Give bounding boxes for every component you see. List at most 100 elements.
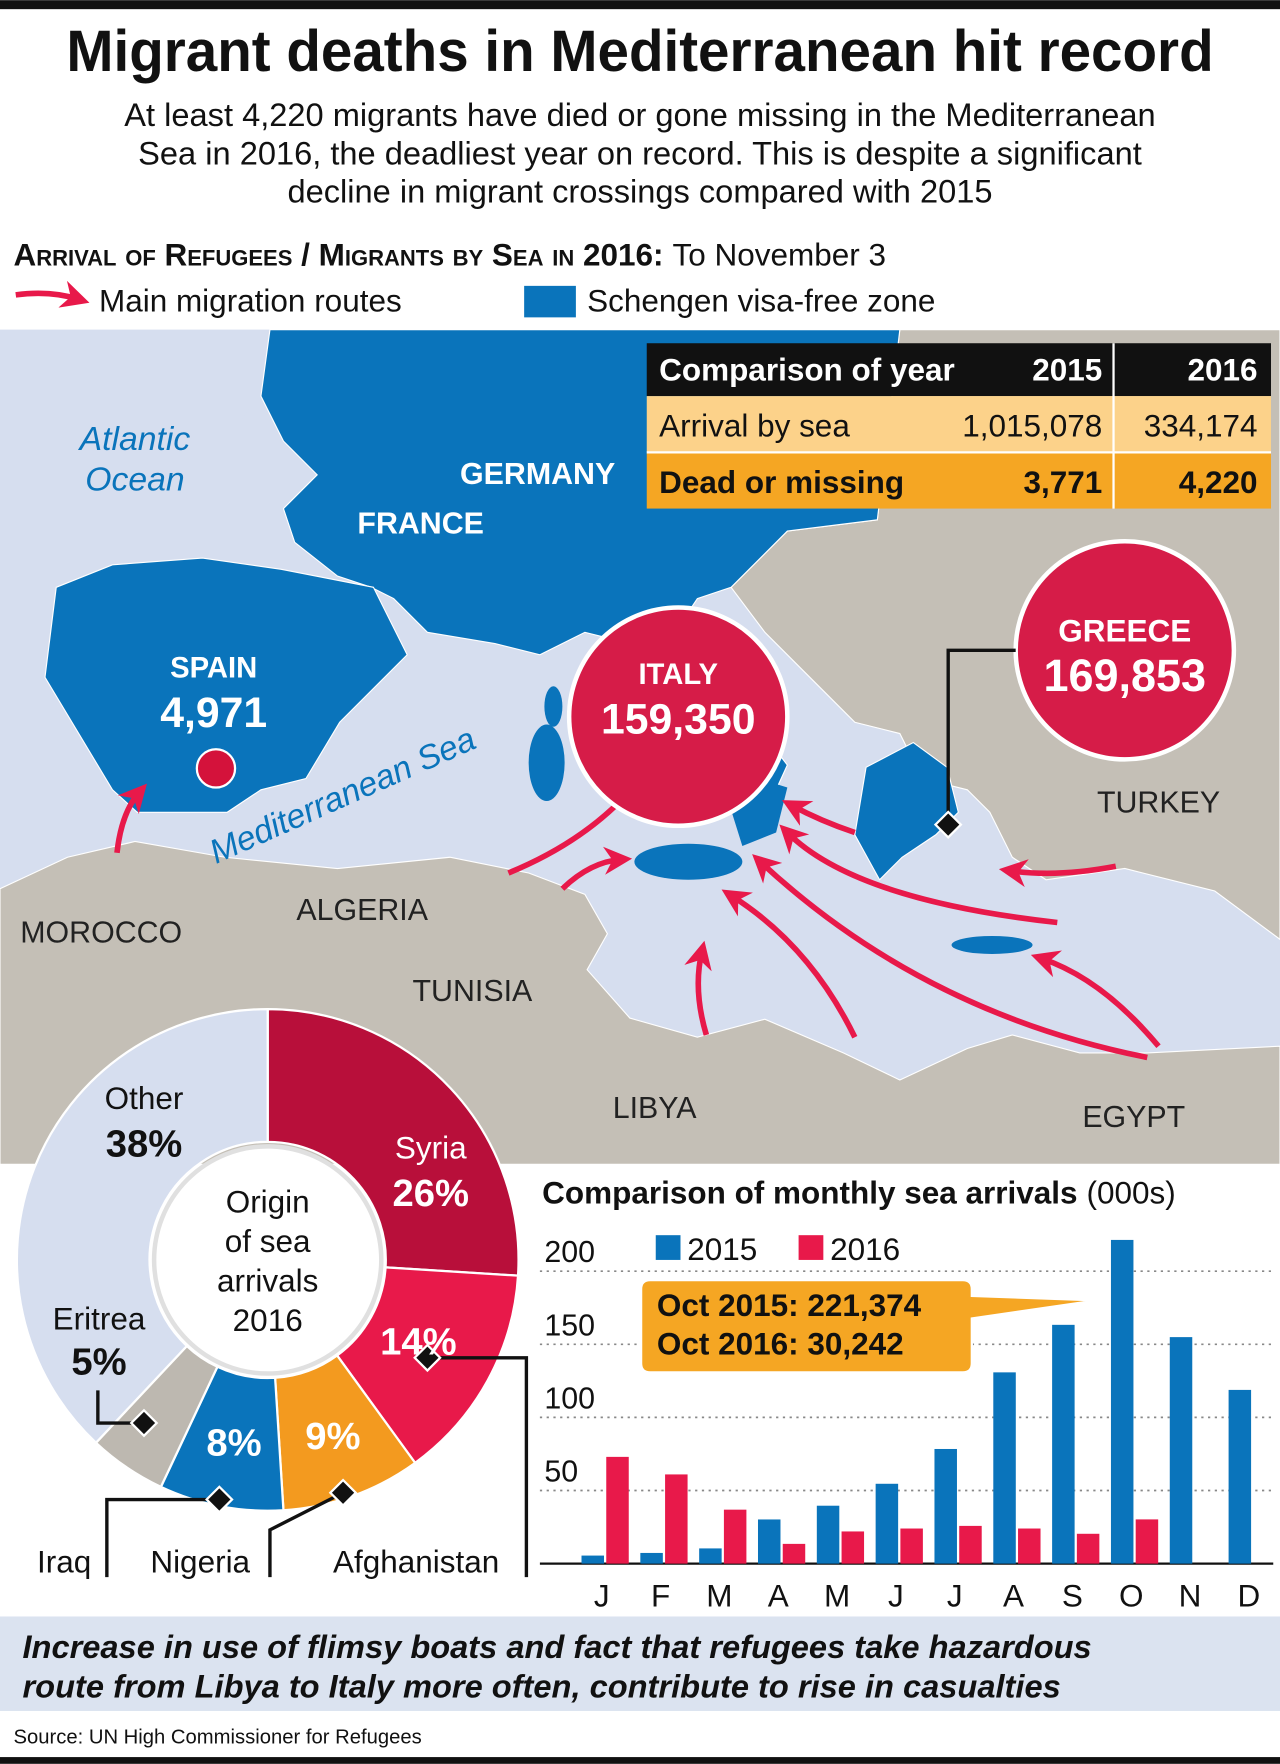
slice-value: 14% <box>380 1320 457 1363</box>
route-arrow <box>114 783 147 854</box>
table-cell: 334,174 <box>1144 408 1258 444</box>
legend-label: 2015 <box>687 1231 757 1267</box>
bar <box>699 1548 722 1564</box>
comparison-table: Comparison of year 2015 2016 Arrival by sea… <box>646 343 1272 509</box>
slice-value: 38% <box>106 1122 183 1165</box>
x-tick-label: D <box>1237 1577 1260 1613</box>
slice-name: Other <box>105 1080 184 1116</box>
bar-chart: Comparison of monthly sea arrivals (000s)… <box>539 1175 1274 1613</box>
bar <box>1052 1324 1075 1564</box>
route-arrow <box>560 846 633 891</box>
donut-hole <box>151 1144 384 1376</box>
table-cell: 4,220 <box>1179 464 1258 500</box>
map-heading-main: Arrival of Refugees / Migrants by Sea in… <box>13 237 663 273</box>
slice-value: 9% <box>305 1415 360 1458</box>
leader-diamond <box>205 1485 234 1514</box>
route-arrow <box>779 824 1058 926</box>
leader-diamond <box>328 1478 358 1508</box>
table-cell: 3,771 <box>1023 464 1102 500</box>
y-tick-label: 50 <box>544 1456 578 1489</box>
arrival-country: ITALY <box>638 659 718 691</box>
bar <box>640 1552 663 1564</box>
x-tick-label: S <box>1062 1577 1083 1613</box>
donut-title: arrivals <box>217 1262 318 1298</box>
bar <box>993 1372 1016 1564</box>
bar <box>1135 1519 1159 1564</box>
slice-name: Eritrea <box>53 1301 146 1337</box>
crete <box>951 935 1033 954</box>
route-arrow <box>1030 950 1161 1049</box>
leader-line <box>946 648 1016 825</box>
bar <box>1018 1528 1041 1564</box>
subtitle: decline in migrant crossings compared wi… <box>287 173 992 210</box>
bar <box>606 1456 629 1564</box>
bar <box>723 1509 747 1564</box>
slice-name: Syria <box>395 1130 467 1166</box>
legend-swatch <box>798 1235 824 1260</box>
title: Migrant deaths in Mediterranean hit reco… <box>66 19 1213 84</box>
country-label: EGYPT <box>1082 1101 1185 1134</box>
x-tick-label: J <box>888 1577 904 1613</box>
subtitle: At least 4,220 migrants have died or gon… <box>124 96 1155 133</box>
leader-line <box>96 1390 144 1425</box>
spain-marker <box>195 748 237 789</box>
bar <box>934 1448 957 1564</box>
callout-text: Oct 2016: 30,242 <box>657 1325 904 1361</box>
arrival-value: 159,350 <box>601 696 755 744</box>
top-bar <box>0 0 1280 10</box>
sea-atlantic <box>0 329 270 597</box>
arrival-value: 4,971 <box>160 689 267 737</box>
table-header: 2015 <box>1032 351 1102 387</box>
x-tick-label: J <box>947 1577 963 1613</box>
bar <box>1076 1533 1100 1564</box>
legend-schengen-icon <box>524 285 576 318</box>
table-cell: Arrival by sea <box>659 408 850 444</box>
slice-name: Iraq <box>37 1544 91 1580</box>
footer-note: Increase in use of flimsy boats and fact… <box>22 1628 1091 1665</box>
route-arrow <box>721 889 858 1039</box>
donut-title: of sea <box>225 1223 311 1259</box>
x-tick-label: M <box>824 1577 850 1613</box>
table-cell: Dead or missing <box>659 464 904 500</box>
schengen-iberia <box>44 557 408 813</box>
donut-slice <box>266 1007 520 1277</box>
callout-box <box>640 1279 1097 1374</box>
bar <box>1110 1239 1134 1564</box>
donut-slice <box>15 1007 269 1445</box>
leader-line <box>427 1356 529 1578</box>
table-row <box>646 452 1272 509</box>
table-cell: 1,015,078 <box>962 408 1102 444</box>
bar <box>900 1528 923 1564</box>
subtitle: Sea in 2016, the deadliest year on recor… <box>138 134 1142 171</box>
bar <box>782 1543 806 1564</box>
routes <box>114 746 1161 1061</box>
ocean-label: Ocean <box>85 461 184 499</box>
legend-label: Main migration routes <box>99 283 402 319</box>
country-label: GERMANY <box>460 458 615 491</box>
bar <box>841 1531 865 1564</box>
x-tick-label: O <box>1119 1577 1144 1613</box>
slice-name: Nigeria <box>150 1544 250 1580</box>
map-heading: Arrival of Refugees / Migrants by Sea in… <box>13 237 886 273</box>
table-header: Comparison of year <box>659 351 955 387</box>
footer-band <box>0 1616 1280 1711</box>
table-header-row <box>646 343 1272 397</box>
source: Source: UN High Commissioner for Refugee… <box>13 1727 421 1749</box>
donut-title: Origin <box>226 1184 310 1220</box>
x-tick-label: J <box>594 1577 610 1613</box>
bottom-bar <box>0 1757 1280 1764</box>
arrival-country: GREECE <box>1058 612 1191 648</box>
slice-value: 5% <box>71 1341 126 1384</box>
callout-text: Oct 2015: 221,374 <box>657 1287 922 1323</box>
y-tick-label: 100 <box>544 1382 595 1415</box>
slice-name: Afghanistan <box>333 1544 499 1580</box>
route-arrow <box>752 854 1148 1061</box>
bar <box>665 1474 688 1564</box>
x-tick-label: A <box>1003 1577 1024 1613</box>
leader-diamond <box>129 1408 159 1438</box>
x-tick-label: M <box>706 1577 732 1613</box>
y-tick-label: 200 <box>544 1236 595 1269</box>
bar-chart-title: Comparison of monthly sea arrivals (000s) <box>542 1175 1176 1211</box>
